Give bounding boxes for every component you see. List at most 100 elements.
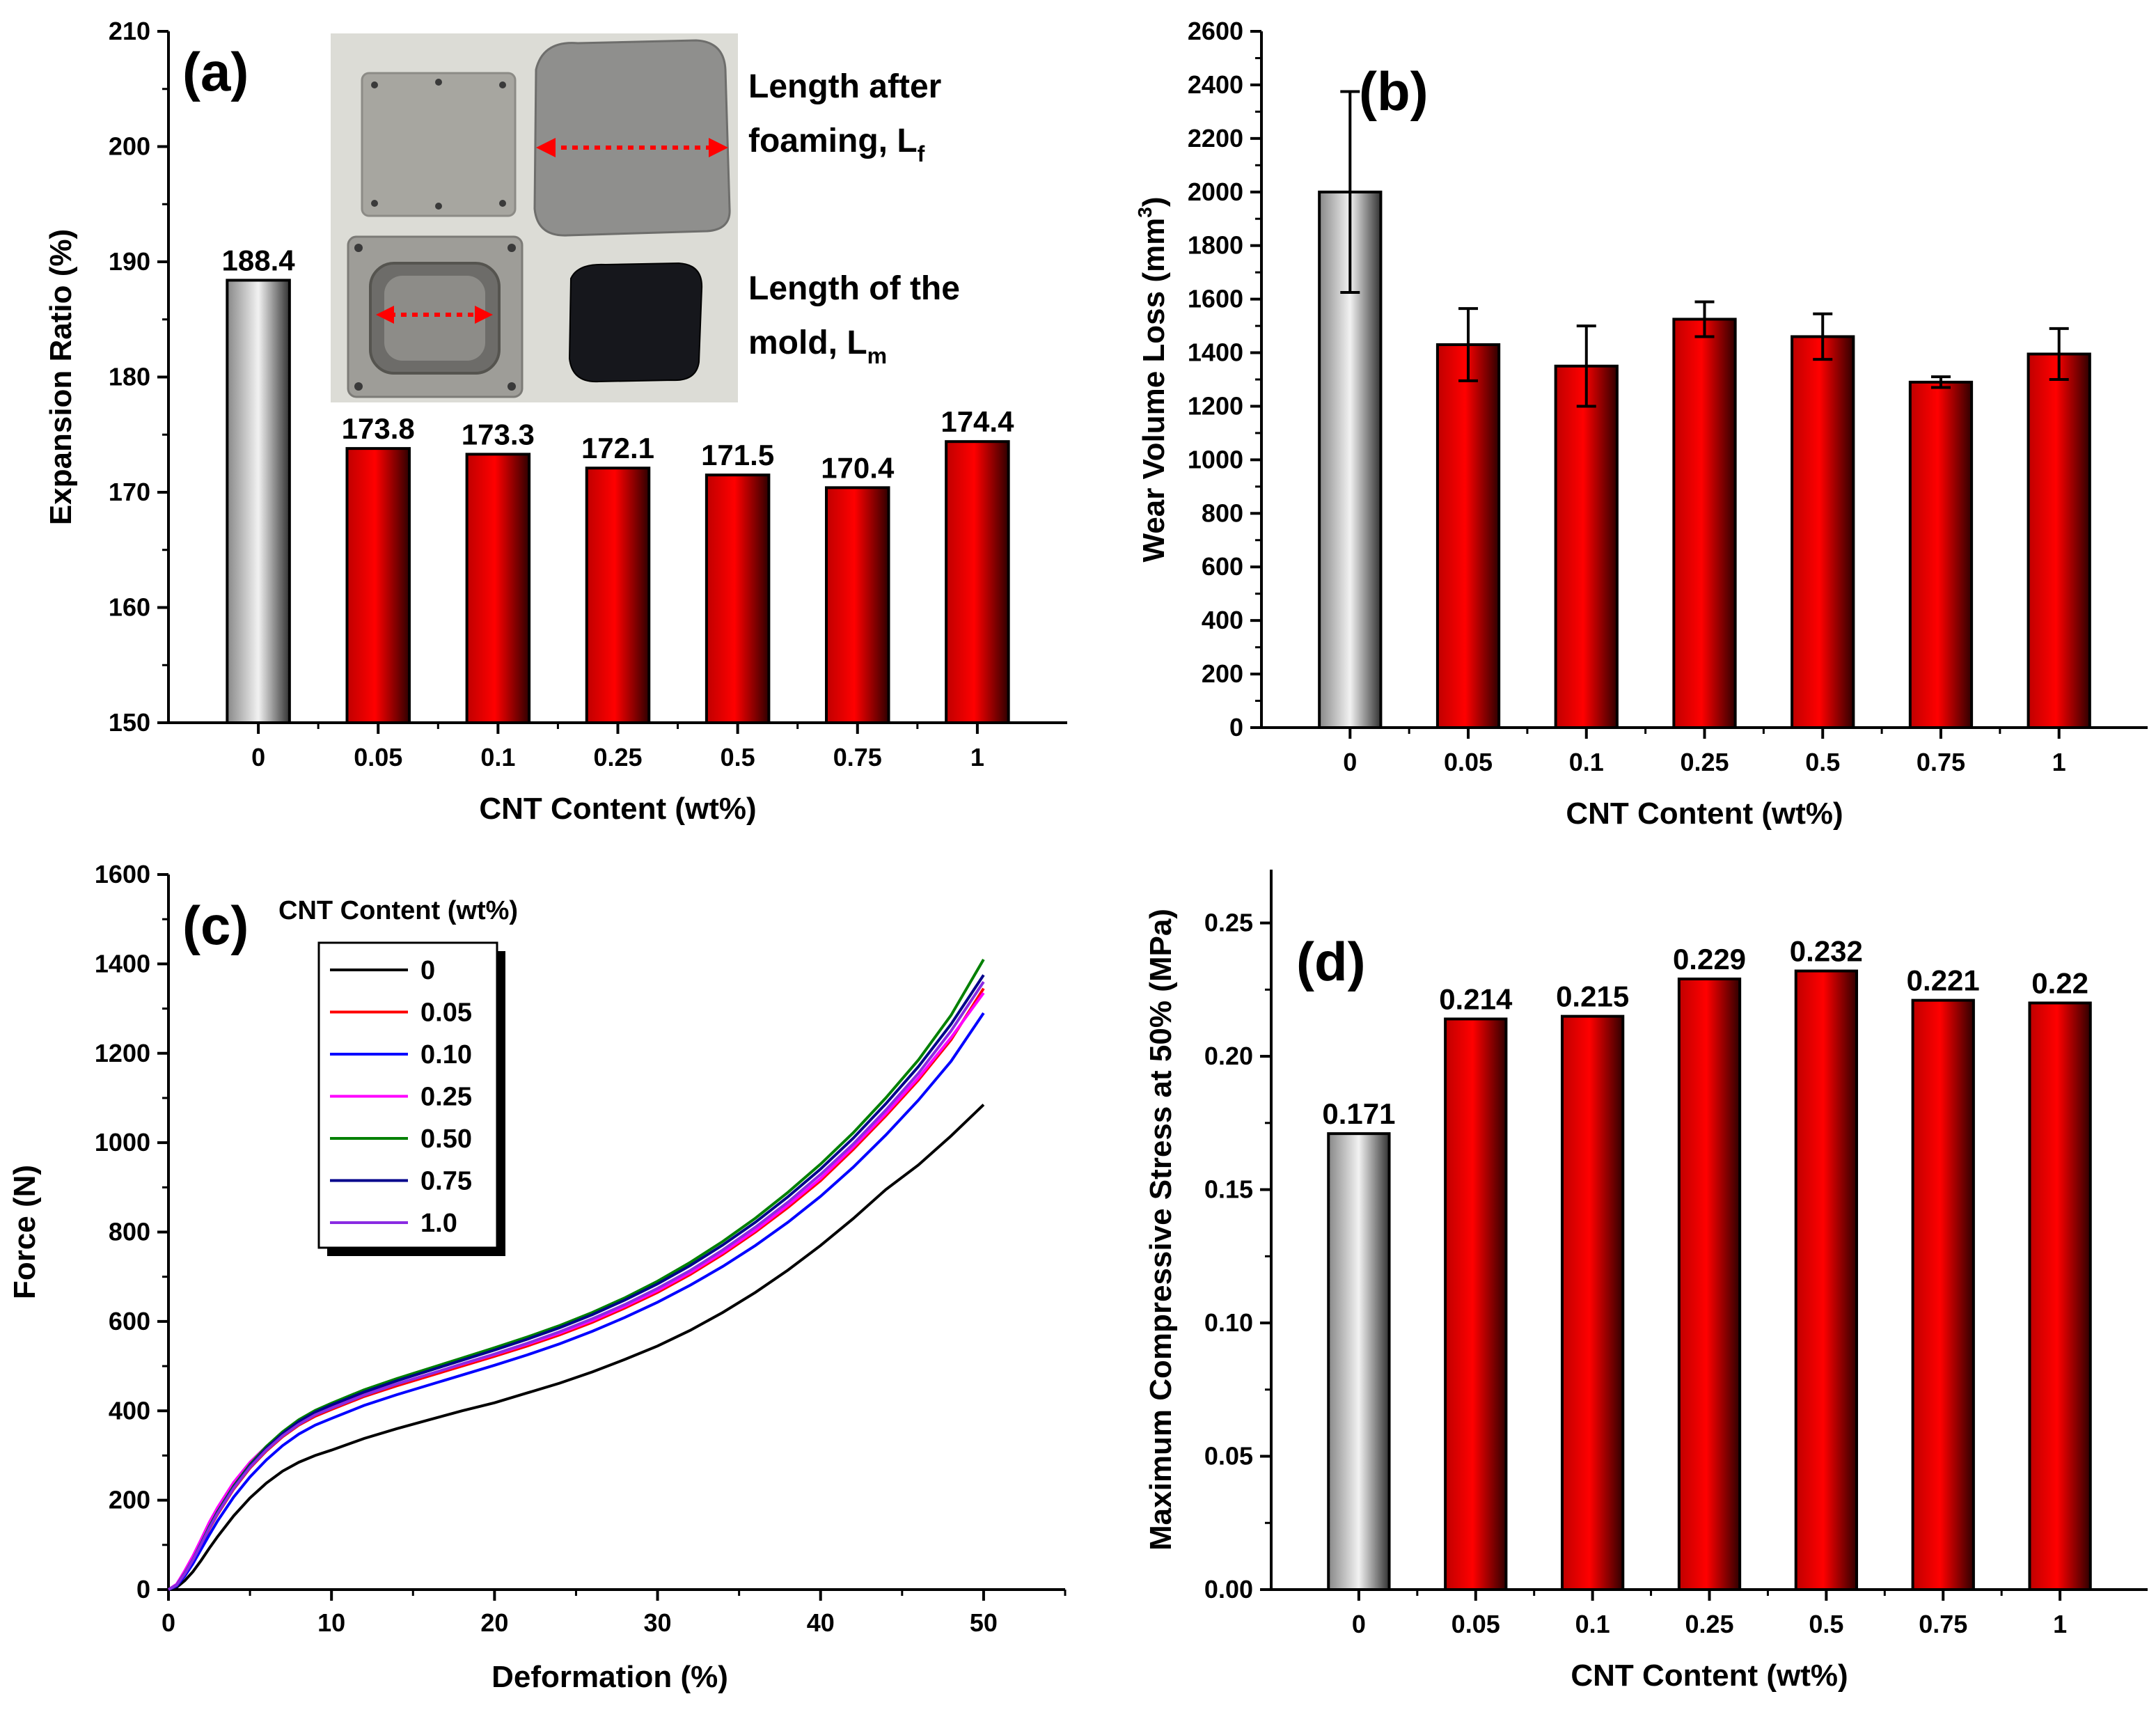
value-label-5: 0.221 [1907, 964, 1980, 997]
x-tick-label: 0.1 [1569, 748, 1604, 776]
value-label-6: 174.4 [941, 405, 1014, 438]
x-tick-label: 0 [1352, 1610, 1366, 1638]
y-tick-label: 0.10 [1204, 1308, 1253, 1337]
y-axis-title-end: ) [1137, 197, 1171, 207]
x-tick-label: 0.05 [1451, 1610, 1500, 1638]
x-tick-label: 50 [970, 1608, 998, 1637]
bar-5 [1908, 380, 1974, 729]
y-tick-label: 2600 [1188, 17, 1243, 45]
panel-a: 150 160 170 180 190 200 210 0 188.4 0.05 173.8 0.1 1… [44, 17, 1067, 826]
x-axis-title: CNT Content (wt%) [1566, 797, 1843, 831]
panel-c: 0 200 400 600 800 1000 1200 1400 1600 0 10 20 30 40 50… [8, 860, 1067, 1694]
y-tick-label: 1400 [95, 949, 150, 978]
bar-4 [1791, 335, 1855, 729]
bar-1 [1435, 343, 1501, 729]
inset-caption-bottom-main: mold, L [748, 324, 867, 361]
bar-1 [345, 447, 411, 724]
y-tick-label: 210 [109, 17, 150, 45]
inset-photo [331, 33, 738, 402]
y-tick-label: 2200 [1188, 124, 1243, 152]
y-tick-label: 0.20 [1204, 1042, 1253, 1070]
series-line-3 [167, 991, 985, 1591]
value-label-5: 170.4 [821, 451, 895, 484]
value-label-4: 171.5 [701, 439, 774, 471]
bar-0 [1327, 1132, 1391, 1591]
y-tick-label: 0 [1229, 713, 1243, 742]
error-bar-4 [1813, 312, 1833, 361]
screw-hole [499, 200, 506, 207]
y-axis-title: Maximum Compressive Stress at 50% (MPa) [1144, 909, 1178, 1551]
screw-hole [354, 382, 363, 391]
y-axis-title-sup: 3 [1134, 207, 1156, 218]
inset-caption-bottom-line2: mold, Lm [748, 324, 887, 368]
x-tick-label: 10 [317, 1608, 345, 1637]
x-tick-label: 40 [807, 1608, 835, 1637]
bar-5 [825, 486, 890, 724]
x-tick-label: 0 [162, 1608, 175, 1637]
inset-caption-top-sub: f [918, 141, 925, 166]
x-tick-label: 0.1 [1575, 1610, 1610, 1638]
bar-6 [945, 440, 1010, 724]
legend-title: CNT Content (wt%) [278, 896, 518, 925]
y-tick-label: 2400 [1188, 70, 1243, 99]
error-bar-1 [1458, 307, 1479, 382]
y-tick-label: 200 [109, 1486, 150, 1514]
y-tick-label: 200 [109, 132, 150, 161]
y-axis-title: Force (N) [8, 1165, 42, 1299]
y-tick-label: 1400 [1188, 338, 1243, 367]
legend-entry-6: 1.0 [420, 1209, 457, 1238]
x-tick-label: 0 [251, 743, 265, 771]
arrowhead-left [376, 306, 394, 324]
legend-entry-5: 0.75 [420, 1167, 472, 1196]
bar-5 [1911, 998, 1975, 1591]
y-axis-title: Wear Volume Loss (mm3) [1134, 197, 1171, 563]
y-tick-label: 170 [109, 478, 150, 506]
y-tick-label: 190 [109, 247, 150, 276]
legend-entry-2: 0.10 [420, 1040, 472, 1069]
value-label-0: 188.4 [222, 244, 296, 276]
bar-3 [1672, 317, 1737, 729]
x-tick-label: 0.25 [1680, 748, 1729, 776]
inset-caption-top-line1: Length after [748, 68, 941, 105]
inset-caption-bottom-line1: Length of the [748, 270, 960, 307]
x-tick-label: 0.25 [1685, 1610, 1733, 1638]
series-line-4 [168, 958, 985, 1591]
error-bar-0 [1340, 90, 1360, 294]
x-tick-label: 0.5 [721, 743, 755, 771]
panel-label: (a) [182, 41, 249, 102]
x-tick-label: 30 [644, 1608, 672, 1637]
x-tick-label: 0.5 [1805, 748, 1840, 776]
x-tick-label: 0.05 [354, 743, 402, 771]
unfoamed-sample [568, 262, 703, 383]
value-label-2: 0.215 [1556, 980, 1629, 1013]
y-tick-label: 600 [109, 1307, 150, 1335]
series-line-6 [168, 980, 985, 1591]
y-tick-label: 150 [109, 708, 150, 737]
legend: 0 0.05 0.10 0.25 0.50 0.75 1.0 [317, 941, 505, 1256]
panel-d: 0.00 0.05 0.10 0.15 0.20 0.25 0 0.171 0.05 0.214 0… [1144, 870, 2148, 1693]
panel-label: (c) [182, 895, 249, 956]
screw-hole [371, 200, 378, 207]
y-tick-label: 0.05 [1204, 1442, 1253, 1471]
y-tick-label: 0 [136, 1575, 150, 1604]
error-bar-2 [1576, 324, 1596, 408]
y-tick-label: 1000 [1188, 445, 1243, 473]
legend-entry-4: 0.50 [420, 1124, 472, 1154]
panel-label: (d) [1296, 931, 1366, 992]
bar-2 [1560, 1014, 1625, 1591]
y-tick-label: 1000 [95, 1128, 150, 1157]
y-axis-title: Expansion Ratio (%) [44, 229, 78, 525]
x-tick-label: 20 [480, 1608, 508, 1637]
screw-hole [435, 79, 442, 86]
panel-label: (b) [1359, 61, 1429, 122]
bar-1 [1444, 1017, 1508, 1591]
bar-2 [1554, 364, 1619, 729]
x-tick-label: 0.75 [1917, 748, 1965, 776]
inset-caption-top-line2: foaming, Lf [748, 123, 925, 166]
series-line-2 [168, 1012, 985, 1591]
y-tick-label: 600 [1202, 552, 1243, 581]
error-bar-3 [1694, 300, 1715, 338]
bar-3 [585, 467, 651, 724]
arrowhead-right [709, 138, 728, 157]
